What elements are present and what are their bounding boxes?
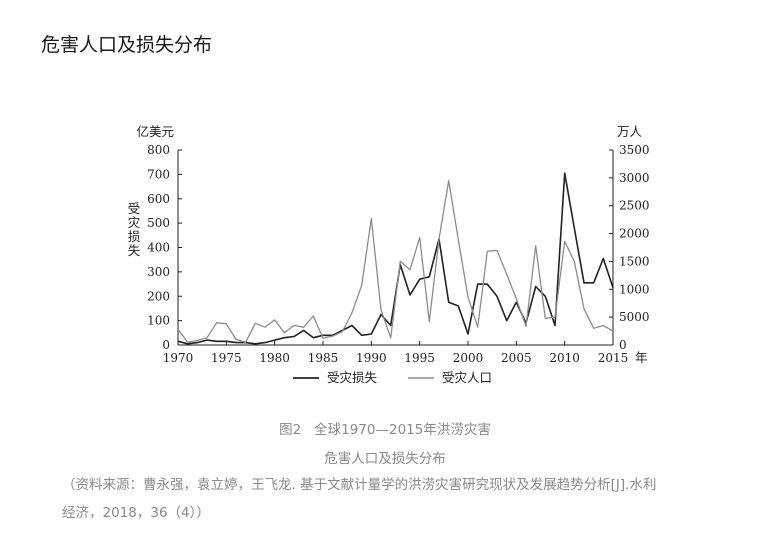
y-left-tick-label: 800 (147, 143, 170, 157)
y-right-unit: 万人 (617, 124, 643, 139)
x-tick-label: 1990 (356, 351, 387, 365)
chart-legend: 受灾损失 受灾人口 (293, 370, 492, 385)
flood-chart: 0 100 200 300 400 500 600 700 800 0 5000 10000 15000… (128, 124, 650, 385)
source-citation: （资料来源：曹永强，袁立婷，王飞龙. 基于文献计量学的洪涝灾害研究现状及发展趋势… (62, 471, 752, 527)
y-right-tick-label: 25000 (619, 199, 650, 213)
source-line-1: （资料来源：曹永强，袁立婷，王飞龙. 基于文献计量学的洪涝灾害研究现状及发展趋势… (62, 477, 657, 493)
figure-caption-line1: 图2 全球1970—2015年洪涝灾害 (0, 418, 770, 438)
figure-label: 图2 (279, 422, 302, 438)
y-left-unit: 亿美元 (136, 124, 174, 139)
y-left-title-char: 损 (128, 229, 141, 244)
x-tick-label: 2000 (453, 351, 484, 365)
y-left-title: 受灾损失 (128, 201, 141, 258)
legend-loss-label: 受灾损失 (327, 370, 378, 385)
y-right-tick-label: 20000 (619, 227, 650, 241)
figure-caption-line2: 危害人口及损失分布 (324, 451, 446, 467)
x-unit: 年 (635, 350, 648, 365)
x-tick-label: 1980 (259, 351, 290, 365)
y-left-tick-label: 200 (147, 289, 170, 303)
y-left-tick-label: 600 (147, 192, 170, 206)
x-tick-label: 1975 (211, 351, 242, 365)
source-line-2: 经济，2018，36（4）） (62, 505, 210, 521)
y-left-title-char: 灾 (128, 215, 141, 230)
x-tick-label: 2010 (549, 351, 580, 365)
y-left-tick-label: 700 (147, 167, 170, 181)
y-left-title-char: 受 (128, 201, 141, 216)
y-left-tick-label: 400 (147, 241, 170, 255)
y-right-tick-label: 15000 (619, 254, 650, 268)
x-tick-label: 2005 (501, 351, 532, 365)
y-left-tick-label: 0 (162, 338, 170, 352)
y-right-tick-label: 35000 (619, 143, 650, 157)
figure-caption-text: 全球1970—2015年洪涝灾害 (314, 422, 491, 438)
y-right-tick-label: 10000 (619, 282, 650, 296)
y-right-tick-label: 5000 (619, 310, 650, 324)
y-left-tick-label: 100 (147, 314, 170, 328)
legend-population-label: 受灾人口 (442, 370, 492, 385)
y-left-tick-label: 300 (147, 265, 170, 279)
chart-axes: 0 100 200 300 400 500 600 700 800 0 5000 10000 15000… (128, 124, 650, 365)
page-title: 危害人口及损失分布 (41, 34, 213, 56)
legend-population: 受灾人口 (408, 370, 492, 385)
x-tick-label: 1985 (308, 351, 339, 365)
x-tick-label: 1995 (404, 351, 435, 365)
y-right-tick-label: 0 (619, 338, 627, 352)
x-tick-label: 2015 (598, 351, 629, 365)
series-line-population (177, 179, 614, 343)
chart-series (177, 172, 614, 345)
x-tick-label: 1970 (163, 351, 194, 365)
legend-loss: 受灾损失 (293, 370, 378, 385)
y-left-tick-label: 500 (147, 216, 170, 230)
y-right-tick-label: 30000 (619, 171, 650, 185)
y-left-title-char: 失 (128, 243, 141, 258)
